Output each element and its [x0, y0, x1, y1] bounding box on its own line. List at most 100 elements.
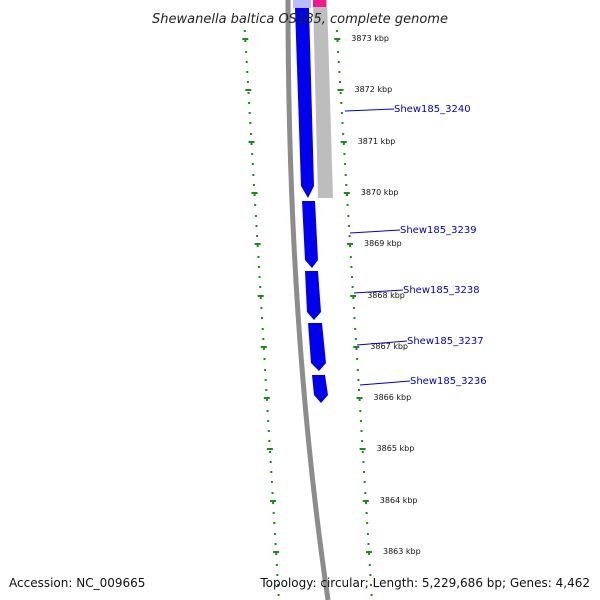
genome-backbone: [285, 0, 331, 600]
minor-tick-left: [271, 492, 274, 494]
summary-text: Topology: circular; Length: 5,229,686 bp…: [259, 576, 590, 590]
gene-leader-line: [356, 340, 408, 346]
minor-tick-right: [362, 461, 365, 463]
minor-tick-right: [356, 358, 359, 360]
minor-tick-left: [252, 174, 255, 176]
scale-labels: 3873 kbp 3872 kbp 3871 kbp 3870 kbp 3869 kbp…: [351, 34, 420, 556]
minor-tick-left: [253, 184, 255, 186]
map-title: Shewanella baltica OS185, complete genom…: [152, 12, 448, 27]
major-tick-left: [251, 192, 258, 194]
scale-label: 3864 kbp: [380, 496, 418, 505]
minor-tick-right: [352, 297, 355, 299]
minor-tick-right: [359, 410, 362, 412]
minor-tick-left: [273, 522, 276, 524]
minor-tick-right: [360, 430, 363, 432]
minor-tick-right: [351, 276, 353, 278]
minor-tick-left: [277, 594, 280, 596]
major-tick-left: [260, 346, 267, 348]
minor-tick-right: [365, 512, 368, 514]
cds-arrow-shew185-3239: [302, 201, 318, 268]
minor-tick-left: [270, 481, 273, 483]
major-tick-right: [343, 192, 350, 194]
minor-tick-left: [263, 358, 266, 360]
gene-label[interactable]: Shew185_3239: [400, 225, 477, 236]
minor-tick-left: [266, 410, 269, 412]
gene-leader-line: [353, 289, 404, 294]
minor-tick-left: [275, 553, 278, 555]
minor-tick-right: [350, 266, 353, 268]
minor-tick-left: [247, 92, 250, 94]
minor-tick-right: [358, 399, 361, 401]
minor-tick-right: [343, 153, 346, 155]
scale-label: 3866 kbp: [374, 393, 412, 402]
minor-tick-left: [245, 61, 248, 63]
major-tick-right: [347, 243, 353, 245]
minor-tick-left: [268, 440, 271, 442]
gene-leader-line: [349, 229, 401, 234]
major-tick-left: [263, 397, 270, 399]
minor-tick-left: [274, 533, 276, 535]
minor-tick-left: [251, 163, 254, 165]
minor-tick-left: [246, 81, 249, 83]
minor-tick-left: [272, 502, 275, 504]
minor-tick-right: [351, 286, 354, 288]
gene-label[interactable]: Shew185_3237: [407, 336, 484, 347]
minor-tick-right: [361, 440, 364, 442]
minor-tick-left: [258, 266, 260, 268]
minor-tick-right: [348, 235, 351, 237]
scale-label: 3871 kbp: [358, 137, 396, 146]
minor-tick-right: [369, 574, 372, 576]
minor-tick-left: [274, 543, 277, 545]
minor-tick-right: [354, 328, 357, 330]
scale-label: 3870 kbp: [361, 188, 399, 197]
minor-tick-right: [346, 204, 349, 206]
minor-tick-left: [250, 143, 253, 145]
minor-tick-left: [261, 317, 263, 319]
minor-tick-left: [254, 215, 257, 217]
minor-tick-left: [270, 471, 273, 473]
cds-arrow-shew185-3237: [308, 323, 326, 371]
scale-label: 3863 kbp: [383, 547, 421, 556]
major-tick-right: [359, 448, 366, 450]
minor-tick-left: [249, 122, 252, 124]
minor-tick-right: [349, 245, 352, 247]
major-tick-left: [242, 38, 249, 40]
major-tick-left: [270, 500, 276, 502]
major-tick-right: [337, 89, 344, 91]
minor-tick-right: [337, 51, 340, 53]
minor-tick-right: [336, 40, 339, 42]
cds-arrow-shew185-3240: [295, 8, 314, 198]
minor-tick-left: [269, 461, 272, 463]
accession-text: Accession: NC_009665: [9, 576, 145, 590]
minor-tick-right: [340, 102, 343, 104]
minor-tick-right: [361, 451, 364, 453]
gene-leader-line: [344, 108, 395, 112]
gene-label[interactable]: Shew185_3236: [410, 376, 487, 387]
minor-tick-left: [267, 420, 270, 422]
minor-tick-left: [262, 348, 265, 350]
major-tick-right: [353, 346, 360, 348]
minor-tick-right: [364, 492, 367, 494]
minor-tick-left: [264, 369, 267, 371]
gene-label[interactable]: Shew185_3240: [394, 104, 471, 115]
gene-label[interactable]: Shew185_3238: [403, 285, 480, 296]
minor-tick-right: [342, 143, 345, 145]
minor-tick-right: [357, 379, 360, 381]
minor-tick-right: [366, 533, 369, 535]
minor-tick-left: [246, 71, 249, 73]
minor-tick-right: [353, 317, 356, 319]
minor-tick-left: [267, 430, 270, 432]
minor-tick-left: [256, 235, 259, 237]
minor-tick-right: [339, 81, 341, 83]
scale-label: 3865 kbp: [377, 444, 415, 453]
major-tick-left: [257, 295, 264, 297]
minor-tick-left: [277, 584, 279, 586]
cds-arrow-shew185-3236: [312, 375, 328, 403]
minor-tick-left: [260, 307, 263, 309]
scale-label: 3869 kbp: [364, 239, 402, 248]
minor-tick-right: [363, 481, 366, 483]
major-tick-left: [245, 89, 252, 91]
cds-feature-top-edge: [293, 0, 311, 8]
minor-tick-right: [354, 338, 357, 340]
